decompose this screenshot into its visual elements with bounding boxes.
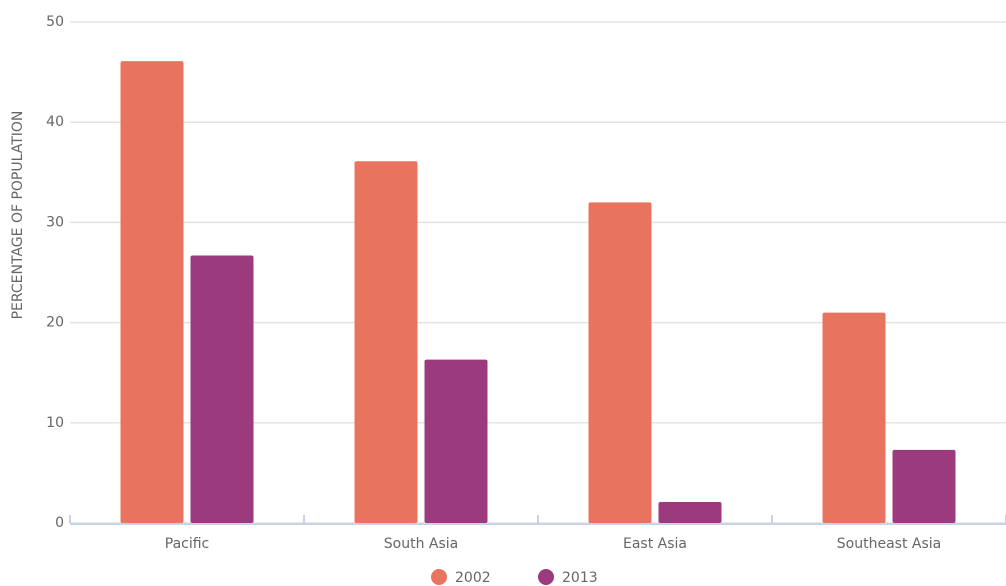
bar [892,449,956,523]
bar [190,255,254,523]
y-tick-label: 20 [46,315,64,331]
y-tick-label: 40 [46,114,64,130]
y-tick-label: 0 [55,515,64,531]
x-tick-label: East Asia [623,536,687,552]
bar [658,501,722,523]
x-tick-label: Southeast Asia [837,536,941,552]
y-tick-label: 30 [46,214,64,230]
bar [354,161,418,523]
legend-label: 2013 [562,570,598,586]
legend-swatch [538,569,554,585]
y-tick-label: 50 [46,14,64,30]
legend-swatch [431,569,447,585]
legend-label: 2002 [455,570,491,586]
y-tick-label: 10 [46,415,64,431]
bar [822,312,886,523]
x-tick-label: South Asia [384,536,458,552]
bar [588,202,652,524]
y-axis-label: PERCENTAGE OF POPULATION [10,111,26,320]
bar [120,61,184,523]
bar [424,359,488,523]
x-tick-label: Pacific [165,536,210,552]
